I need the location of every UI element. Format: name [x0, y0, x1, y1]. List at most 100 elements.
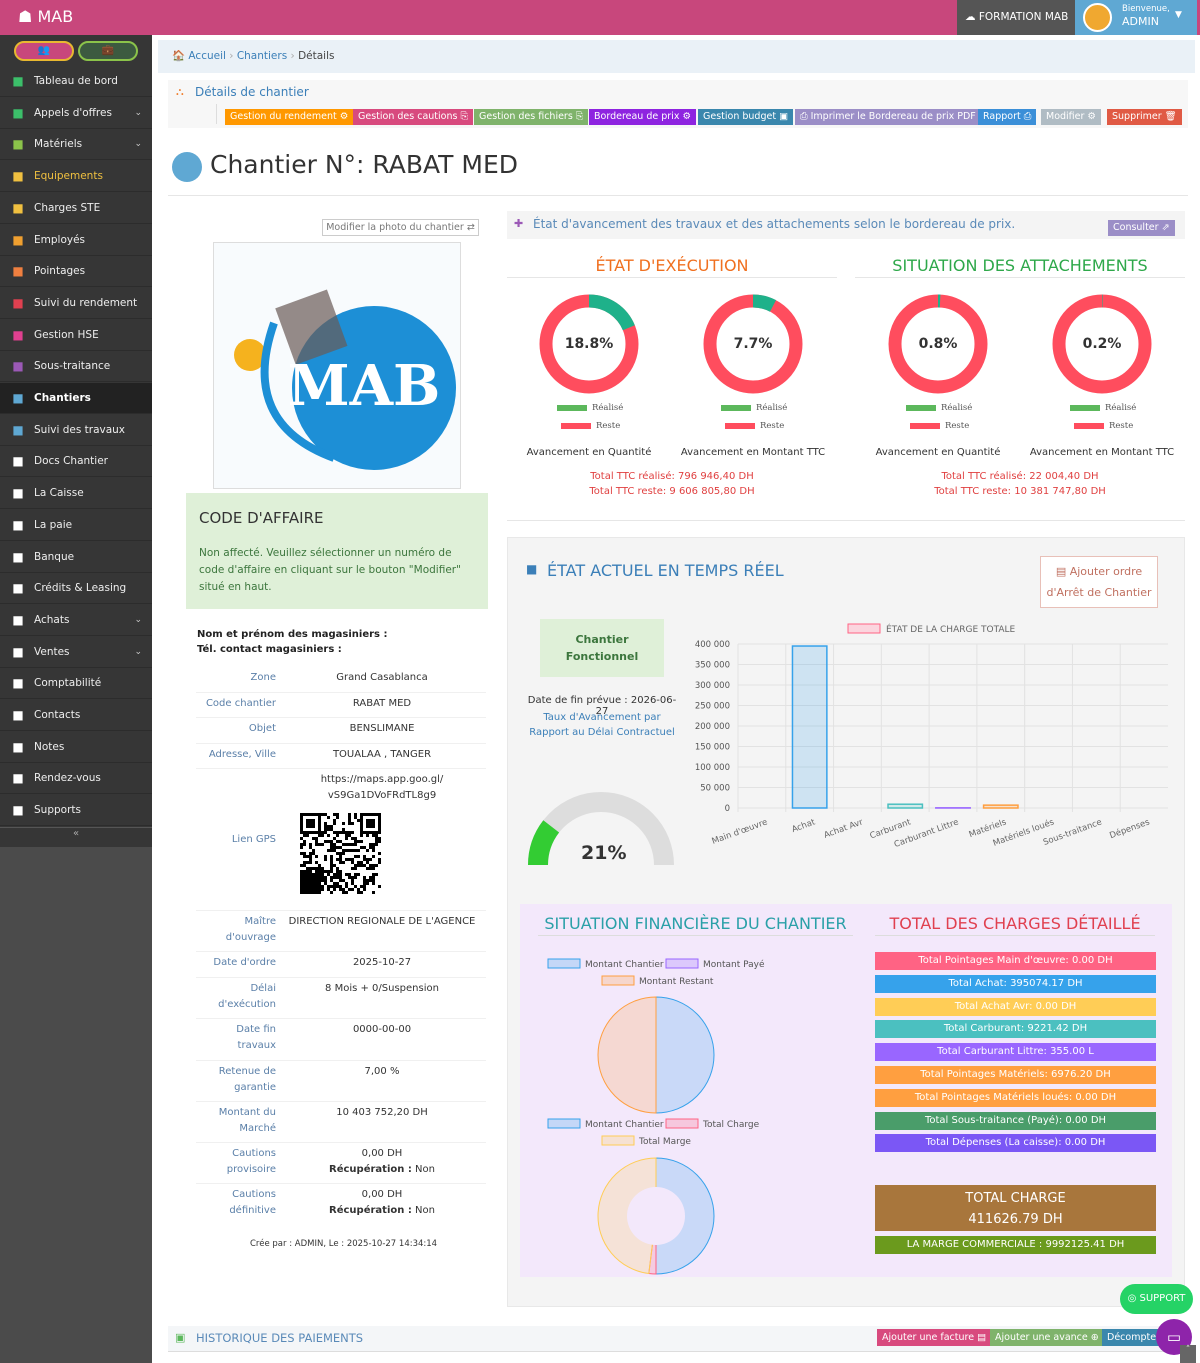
sidebar-item-suivi-des-travaux[interactable]: ■ Suivi des travaux	[0, 415, 152, 446]
sidebar-item-la-paie[interactable]: ■ La paie	[0, 510, 152, 541]
gauge-fill	[528, 820, 560, 866]
info-label: Cautions provisoire	[226, 1148, 276, 1175]
toolbar-button-7[interactable]: Modifier ⚙	[1041, 109, 1101, 125]
sidebar-item-charges-ste[interactable]: ■ Charges STE	[0, 193, 152, 224]
gps-qr-code[interactable]	[300, 813, 382, 895]
sidebar-item-docs-chantier[interactable]: ■ Docs Chantier	[0, 446, 152, 478]
magasiniers: Nom et prénom des magasiniers : Tél. con…	[197, 627, 387, 657]
sidebar-item-rendez-vous[interactable]: ■ Rendez-vous	[0, 763, 152, 795]
toolbar-button-6[interactable]: Rapport ⎙	[978, 109, 1037, 125]
sidebar-item-gestion-hse[interactable]: ■ Gestion HSE	[0, 320, 152, 351]
toolbar-button-4[interactable]: Gestion budget ▣	[698, 109, 794, 125]
sidebar-item-label: Supports	[34, 804, 81, 817]
change-photo-button[interactable]: Modifier la photo du chantier ⇄	[322, 219, 479, 236]
bar-legend-label: ÉTAT DE LA CHARGE TOTALE	[886, 623, 1016, 635]
divider	[196, 977, 486, 978]
user-name: ADMIN	[1122, 15, 1159, 28]
collapse-sidebar-button[interactable]: «	[0, 827, 152, 847]
toolbar-button-1[interactable]: Gestion des cautions ⎘	[353, 109, 474, 125]
sidebar-item-notes[interactable]: ■ Notes	[0, 732, 152, 763]
sidebar-item-sous-traitance[interactable]: ■ Sous-traitance	[0, 351, 152, 383]
charge-item: Total Pointages Matériels: 6976.20 DH	[875, 1066, 1156, 1084]
divider	[196, 743, 486, 744]
toolbar-button-3[interactable]: Bordereau de prix ⚙	[589, 109, 696, 125]
breadcrumb-home[interactable]: Accueil	[188, 50, 226, 62]
y-tick-label: 400 000	[695, 640, 730, 650]
consult-button[interactable]: Consulter ⇗	[1108, 220, 1175, 236]
payment-button-2[interactable]: Décomptes	[1102, 1329, 1166, 1346]
sidebar-item-employ-s[interactable]: ■ Employés	[0, 225, 152, 256]
sidebar-item-comptabilit-[interactable]: ■ Comptabilité	[0, 668, 152, 700]
list-icon: ■	[12, 169, 24, 184]
sidebar-item-supports[interactable]: ■ Supports	[0, 795, 152, 827]
recuperation-label: Récupération :	[329, 1164, 412, 1175]
donut-hole	[627, 1187, 685, 1245]
toolbar-button-5[interactable]: ⎙ Imprimer le Bordereau de prix PDF	[795, 109, 981, 125]
sidebar-item-label: Gestion HSE	[34, 328, 99, 341]
recuperation: Récupération : Non	[287, 1162, 477, 1178]
sidebar-item-suivi-du-rendement[interactable]: ■ Suivi du rendement	[0, 288, 152, 319]
sidebar-item-contacts[interactable]: ■ Contacts	[0, 700, 152, 731]
divider	[216, 104, 217, 124]
formation-button[interactable]: ☁ FORMATION MAB	[957, 0, 1075, 35]
sidebar-item-chantiers[interactable]: ■ Chantiers	[0, 383, 152, 414]
puzzle-icon: ✚	[514, 217, 524, 230]
x-tick-label: Achat	[790, 817, 817, 835]
phone-icon: ■	[12, 708, 24, 722]
pie-legend-label: Montant Chantier	[585, 960, 664, 970]
attach-total-rest: Total TTC reste: 10 381 747,80 DH	[934, 486, 1106, 497]
sidebar-item-banque[interactable]: ■ Banque	[0, 542, 152, 573]
charges-title: TOTAL DES CHARGES DÉTAILLÉ	[889, 914, 1141, 933]
magasiniers-name-label: Nom et prénom des magasiniers :	[197, 629, 388, 640]
charge-item: Total Dépenses (La caisse): 0.00 DH	[875, 1134, 1156, 1153]
sidebar-item-tableau-de-bord[interactable]: ■ Tableau de bord	[0, 66, 152, 97]
breadcrumb-chantiers[interactable]: Chantiers	[236, 50, 288, 62]
recuperation: Récupération : Non	[287, 1203, 477, 1219]
chevron-down-icon: ⌄	[134, 107, 142, 118]
finance-title: SITUATION FINANCIÈRE DU CHANTIER	[544, 914, 847, 933]
legend-rest: Reste	[1074, 421, 1133, 431]
mab-logo-image: MAB	[234, 289, 456, 470]
sidebar-item-la-caisse[interactable]: ■ La Caisse	[0, 478, 152, 510]
pie-legend-swatch	[547, 958, 581, 969]
svg-text:MAB: MAB	[288, 353, 441, 419]
page-title: Chantier N°: RABAT MED	[210, 150, 518, 179]
recuperation-value: Non	[415, 1164, 435, 1175]
chevron-down-icon: ⌄	[134, 646, 142, 657]
info-value: 7,00 %	[364, 1066, 400, 1077]
toolbar-button-8[interactable]: Supprimer 🗑	[1107, 109, 1182, 125]
sidebar-item-appels-d-offres[interactable]: ■ Appels d'offres ⌄	[0, 98, 152, 129]
info-value: 0000-00-00	[352, 1024, 412, 1035]
handshake-icon: ■	[12, 359, 24, 374]
toolbar-button-0[interactable]: Gestion du rendement ⚙	[225, 109, 354, 125]
add-stop-order-button[interactable]: ▤ Ajouter ordre d'Arrêt de Chantier	[1040, 556, 1158, 608]
pie-legend-swatch	[665, 1118, 699, 1129]
payment-button-0[interactable]: Ajouter une facture ▤	[877, 1329, 992, 1346]
progress-donut	[1052, 294, 1152, 394]
charge-item: Total Sous-traitance (Payé): 0.00 DH	[875, 1111, 1156, 1130]
briefcase-toggle-button[interactable]: 💼	[78, 41, 138, 61]
toolbar-button-2[interactable]: Gestion des fichiers ⎘	[474, 109, 589, 125]
x-tick-label: Achat Avr	[823, 817, 865, 841]
support-button[interactable]: ◎ SUPPORT	[1120, 1284, 1193, 1314]
user-menu[interactable]: Bienvenue, ADMIN ▼	[1075, 0, 1197, 35]
sidebar-item-achats[interactable]: ■ Achats ⌄	[0, 605, 152, 636]
payment-button-1[interactable]: Ajouter une avance ⊕	[990, 1329, 1104, 1346]
sidebar-item-cr-dits-leasing[interactable]: ■ Crédits & Leasing	[0, 573, 152, 605]
folder-icon: ■	[12, 454, 24, 469]
briefcase-icon: ■	[12, 486, 24, 501]
info-value[interactable]: https://maps.app.goo.gl/ vS9Ga1DVoFRdTL8…	[320, 774, 444, 801]
sidebar-item-label: Achats	[34, 613, 70, 626]
app-logo[interactable]: ☗ MAB	[18, 7, 74, 26]
sidebar-item-pointages[interactable]: ■ Pointages	[0, 256, 152, 288]
sidebar-item-label: Charges STE	[34, 201, 101, 214]
warning-icon: ■	[12, 327, 24, 342]
scroll-top-button[interactable]: ˄	[1180, 1345, 1196, 1363]
attachment-totals: Total TTC réalisé: 22 004,40 DH Total TT…	[855, 469, 1185, 499]
sidebar-item-mat-riels[interactable]: ■ Matériels ⌄	[0, 129, 152, 161]
users-toggle-button[interactable]: 👥	[14, 41, 74, 61]
info-label: Adresse, Ville	[208, 749, 276, 760]
sidebar-item-ventes[interactable]: ■ Ventes ⌄	[0, 637, 152, 668]
sidebar-item-equipements[interactable]: ■ Equipements	[0, 161, 152, 193]
pie-legend-swatch	[601, 975, 635, 986]
